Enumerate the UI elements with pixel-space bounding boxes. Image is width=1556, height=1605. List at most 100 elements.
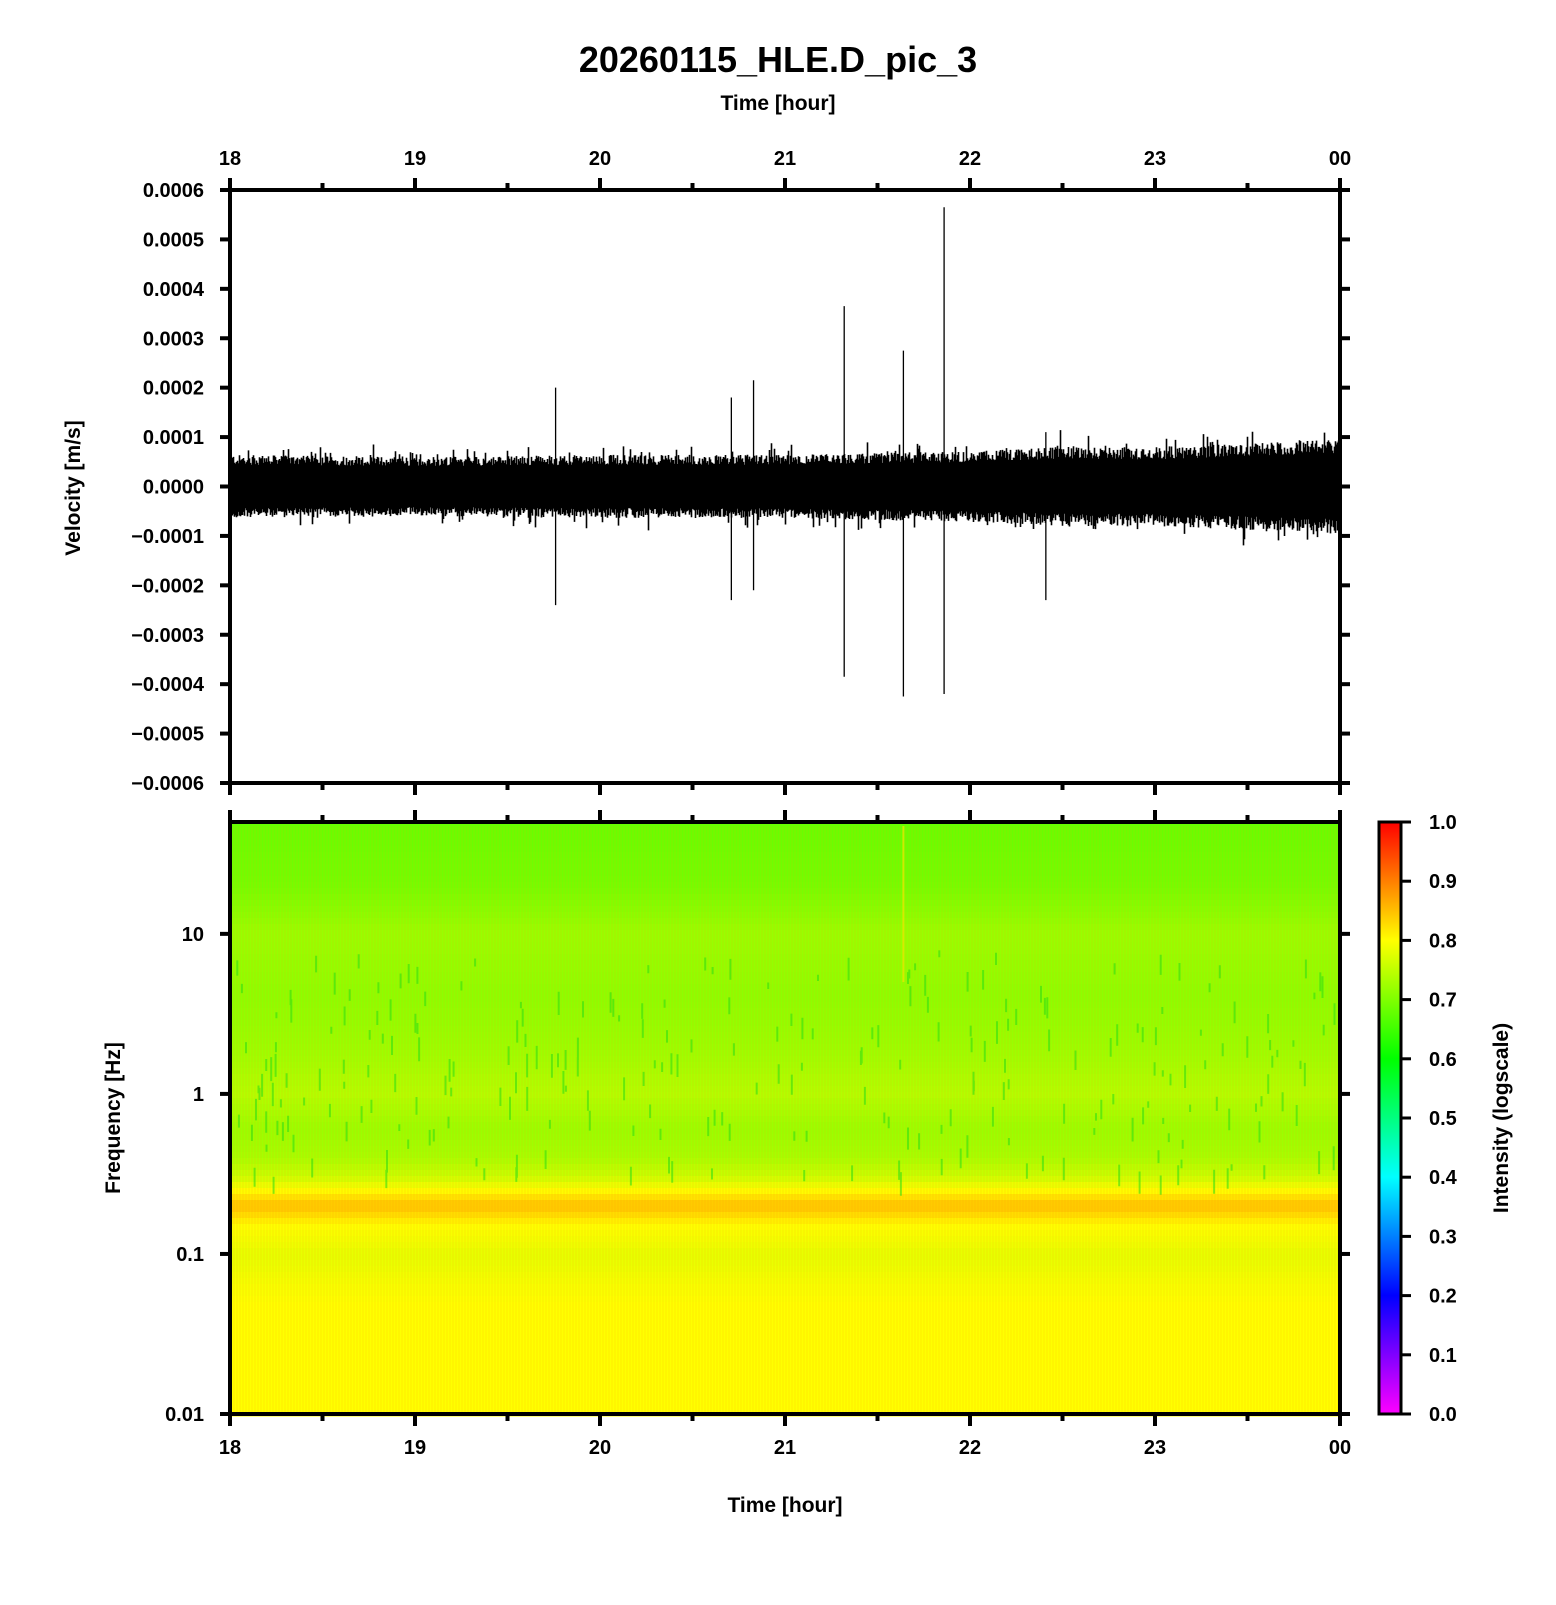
top-time-tick-label: 18 [219, 148, 241, 170]
bottom-time-tick-label: 23 [1144, 1437, 1166, 1459]
velocity-tick-label: −0.0004 [131, 674, 205, 696]
velocity-tick-label: −0.0002 [131, 575, 204, 597]
spectrogram-row [230, 1002, 1340, 1009]
frequency-tick-label: 10 [182, 924, 204, 946]
spectrogram-row [230, 954, 1340, 961]
bottom-time-tick-label: 20 [589, 1437, 611, 1459]
spectrogram-row [230, 840, 1340, 847]
spectrogram-row [230, 1188, 1340, 1195]
spectrogram-row [230, 1056, 1340, 1063]
spectrogram-row [230, 1392, 1340, 1399]
spectrogram-row [230, 1134, 1340, 1141]
spectrogram-row [230, 960, 1340, 967]
spectrogram-row [230, 912, 1340, 919]
spectrogram-row [230, 1308, 1340, 1315]
spectrogram-row [230, 1320, 1340, 1327]
velocity-tick-label: −0.0005 [131, 724, 204, 746]
spectrogram-row [230, 858, 1340, 865]
spectrogram-row [230, 1380, 1340, 1387]
colorbar-tick-label: 0.9 [1429, 871, 1457, 893]
velocity-tick-label: 0.0005 [143, 229, 204, 251]
chart-title: 20260115_HLE.D_pic_3 [579, 39, 977, 80]
spectrogram-row [230, 1326, 1340, 1333]
spectrogram-row [230, 972, 1340, 979]
spectrogram-row [230, 1026, 1340, 1033]
seismogram-ticks: 0.0006 0.0005 0.0004 0.0003 0.0002 0.0001 0.00… [131, 148, 1351, 795]
velocity-tick-label: 0.0006 [143, 180, 204, 202]
spectrogram-row [230, 1314, 1340, 1321]
spectrogram-row [230, 1116, 1340, 1123]
seismogram-frame [228, 188, 1342, 785]
spectrogram-row [230, 1146, 1340, 1153]
spectrogram-row [230, 1098, 1340, 1105]
bottom-time-tick-label: 18 [219, 1437, 241, 1459]
top-x-axis-label: Time [hour] [720, 92, 835, 115]
colorbar-gradient [1377, 820, 1403, 1416]
bottom-time-tick-label: 22 [959, 1437, 981, 1459]
spectrogram-row [230, 1008, 1340, 1015]
velocity-tick-label: 0.0003 [143, 328, 204, 350]
colorbar-tick-label: 0.3 [1429, 1226, 1457, 1248]
spectrogram-row [230, 1332, 1340, 1339]
colorbar-tick-label: 0.6 [1429, 1049, 1457, 1071]
spectrogram-row [230, 1020, 1340, 1027]
spectrogram-row [230, 1362, 1340, 1369]
spectrogram-row [230, 1284, 1340, 1291]
spectrogram-row [230, 1212, 1340, 1219]
spectrogram-row [230, 1260, 1340, 1267]
top-time-tick-label: 20 [589, 148, 611, 170]
spectrogram-row [230, 894, 1340, 901]
spectrogram-row [230, 1302, 1340, 1309]
seismogram-spikes [554, 207, 1047, 697]
spectrogram-row [230, 888, 1340, 895]
spectrogram-row [230, 1092, 1340, 1099]
spectrogram-streaks [236, 950, 1336, 1196]
spectrogram-row [230, 1218, 1340, 1225]
spectrogram-row [230, 1074, 1340, 1081]
spectrogram-row [230, 1248, 1340, 1255]
spectrogram-image [230, 822, 1340, 1417]
colorbar: 1.0 0.9 0.8 0.7 0.6 0.5 0.4 0.3 0.2 0.1 0.0 Intens… [1377, 812, 1513, 1426]
seismogram-panel: 0.0006 0.0005 0.0004 0.0003 0.0002 0.0001 0.00… [62, 148, 1351, 795]
spectrogram-row [230, 1398, 1340, 1405]
spectrogram-row [230, 1038, 1340, 1045]
spectrogram-row [230, 1200, 1340, 1207]
spectrogram-row [230, 864, 1340, 871]
frequency-tick-label: 0.01 [165, 1404, 204, 1426]
spectrogram-row [230, 1368, 1340, 1375]
top-time-tick-label: 21 [774, 148, 796, 170]
spectrogram-row [230, 1290, 1340, 1297]
colorbar-tick-label: 0.1 [1429, 1345, 1457, 1367]
colorbar-tick-label: 0.7 [1429, 990, 1457, 1012]
spectrogram-row [230, 1350, 1340, 1357]
velocity-axis-label: Velocity [m/s] [62, 420, 85, 555]
spectrogram-row [230, 1296, 1340, 1303]
spectrogram-row [230, 1014, 1340, 1021]
spectrogram-row [230, 1272, 1340, 1279]
bottom-time-tick-label: 21 [774, 1437, 796, 1459]
colorbar-label: Intensity (logscale) [1490, 1023, 1513, 1213]
spectrogram-row [230, 1374, 1340, 1381]
spectrogram-row [230, 870, 1340, 877]
spectrogram-row [230, 1122, 1340, 1129]
spectrogram-row [230, 1344, 1340, 1351]
spectrogram-row [230, 822, 1340, 829]
frequency-tick-label: 1 [193, 1084, 204, 1106]
spectrogram-row [230, 1170, 1340, 1177]
spectrogram-row [230, 828, 1340, 835]
spectrogram-row [230, 948, 1340, 955]
velocity-tick-label: 0.0004 [143, 279, 205, 301]
spectrogram-row [230, 924, 1340, 931]
spectrogram-row [230, 1062, 1340, 1069]
colorbar-tick-label: 0.5 [1429, 1108, 1457, 1130]
top-time-tick-label: 00 [1329, 148, 1351, 170]
spectrogram-row [230, 1104, 1340, 1111]
velocity-tick-label: −0.0001 [131, 526, 204, 548]
velocity-tick-label: 0.0002 [143, 378, 204, 400]
spectrogram-row [230, 1386, 1340, 1393]
spectrogram-row [230, 1176, 1340, 1183]
spectrogram-row [230, 1080, 1340, 1087]
spectrogram-row [230, 882, 1340, 889]
frequency-tick-label: 0.1 [176, 1244, 204, 1266]
